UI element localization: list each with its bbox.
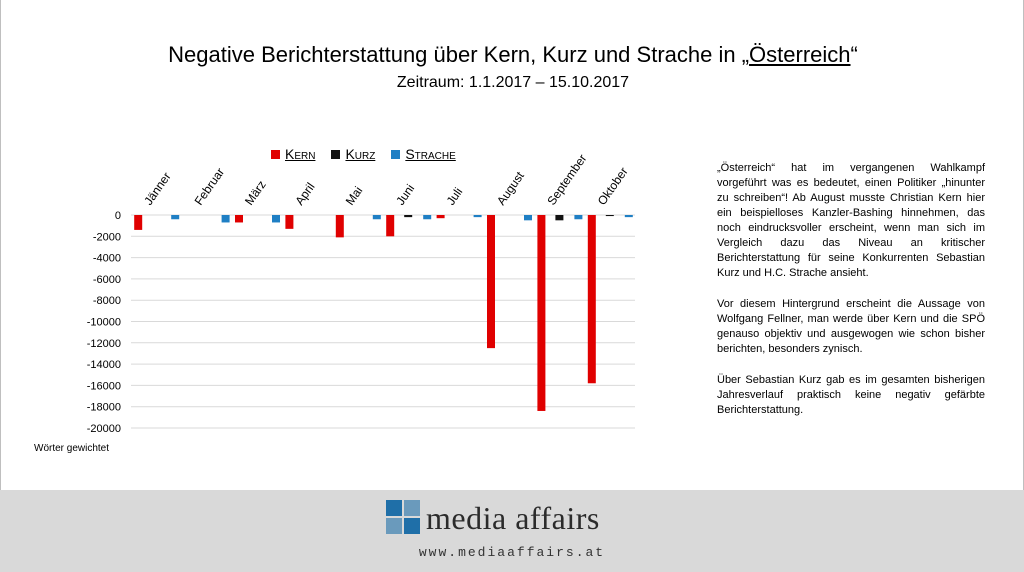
y-tick-label: -10000 <box>87 317 121 329</box>
commentary-paragraph-1: „Österreich“ hat im vergangenen Wahlkamp… <box>717 162 985 279</box>
commentary-paragraph-2: Vor diesem Hintergrund erscheint die Aus… <box>717 298 985 355</box>
bar-strache-märz <box>272 215 280 223</box>
bar-kern-september <box>537 215 546 411</box>
title-underlined: Österreich <box>749 42 851 67</box>
media-affairs-logo-icon <box>386 500 420 534</box>
footer: media affairs www.mediaaffairs.at <box>0 490 1024 572</box>
brand-url[interactable]: www.mediaaffairs.at <box>418 545 606 560</box>
legend-swatch-kern <box>271 149 280 159</box>
legend-swatch-kurz <box>331 149 341 159</box>
commentary-paragraph-3: Über Sebastian Kurz gab es im gesamten b… <box>717 374 985 416</box>
y-tick-label: -18000 <box>87 402 121 414</box>
legend-item-strache: Strache <box>391 146 456 162</box>
x-tick-label: März <box>242 178 269 208</box>
commentary-text: „Österreich“ hat im vergangenen Wahlkamp… <box>717 161 985 434</box>
chart-subtitle: Zeitraum: 1.1.2017 – 15.10.2017 <box>396 74 630 91</box>
slide: Negative Berichterstattung über Kern, Ku… <box>0 0 1024 490</box>
bar-kern-juli <box>436 215 445 219</box>
x-tick-label: Mai <box>343 184 366 208</box>
bar-strache-oktober <box>624 215 633 218</box>
bar-kern-märz <box>235 215 243 223</box>
bar-strache-mai <box>372 215 381 220</box>
chart-legend: Kern Kurz Strache <box>271 146 456 162</box>
bar-kurz-september <box>555 215 564 221</box>
x-tick-label: Oktober <box>595 165 631 208</box>
legend-item-kern: Kern <box>271 146 315 162</box>
legend-swatch-strache <box>391 149 401 159</box>
x-tick-label: Februar <box>192 165 228 207</box>
bar-kern-august <box>487 215 495 349</box>
y-tick-label: -16000 <box>87 380 121 392</box>
title-suffix: “ <box>850 42 858 67</box>
bar-strache-februar <box>221 215 230 223</box>
bar-strache-juli <box>473 215 482 218</box>
y-tick-label: -8000 <box>93 295 121 307</box>
y-tick-label: -4000 <box>93 253 121 265</box>
bar-strache-jänner <box>171 215 180 220</box>
y-tick-label: -6000 <box>93 274 121 286</box>
bar-kern-april <box>285 215 294 229</box>
y-tick-label: 0 <box>115 210 121 222</box>
bar-kurz-oktober <box>605 215 614 217</box>
x-tick-label: Jänner <box>141 170 174 208</box>
bar-strache-juni <box>423 215 432 220</box>
x-tick-label: September <box>544 152 589 208</box>
legend-label-kurz: Kurz <box>345 146 376 162</box>
bar-kern-juni <box>386 215 395 237</box>
x-tick-label: Juni <box>393 182 417 208</box>
legend-label-strache: Strache <box>405 146 456 162</box>
chart-title: Negative Berichterstattung über Kern, Ku… <box>1 42 1024 68</box>
bar-strache-august <box>524 215 532 221</box>
bar-strache-september <box>574 215 583 220</box>
y-tick-label: -14000 <box>87 359 121 371</box>
bar-kern-oktober <box>587 215 596 384</box>
legend-label-kern: Kern <box>285 146 316 162</box>
x-tick-label: Juli <box>444 185 466 208</box>
y-tick-label: -20000 <box>87 423 121 435</box>
x-tick-label: August <box>494 169 527 208</box>
title-prefix: Negative Berichterstattung über Kern, Ku… <box>168 42 750 67</box>
bar-kern-mai <box>335 215 344 238</box>
bar-chart: 0 -2000 -4000 -6000 -8000 -10000 -12000 -14000 -… <box>87 152 635 435</box>
bar-kern-jänner <box>134 215 143 230</box>
legend-item-kurz: Kurz <box>331 146 375 162</box>
x-tick-label: April <box>292 180 317 208</box>
bar-kurz-juni <box>404 215 413 218</box>
y-tick-label: -2000 <box>93 231 121 243</box>
y-tick-label: -12000 <box>87 338 121 350</box>
brand-name: media affairs <box>426 500 600 536</box>
y-axis-note: Wörter gewichtet <box>34 443 110 454</box>
